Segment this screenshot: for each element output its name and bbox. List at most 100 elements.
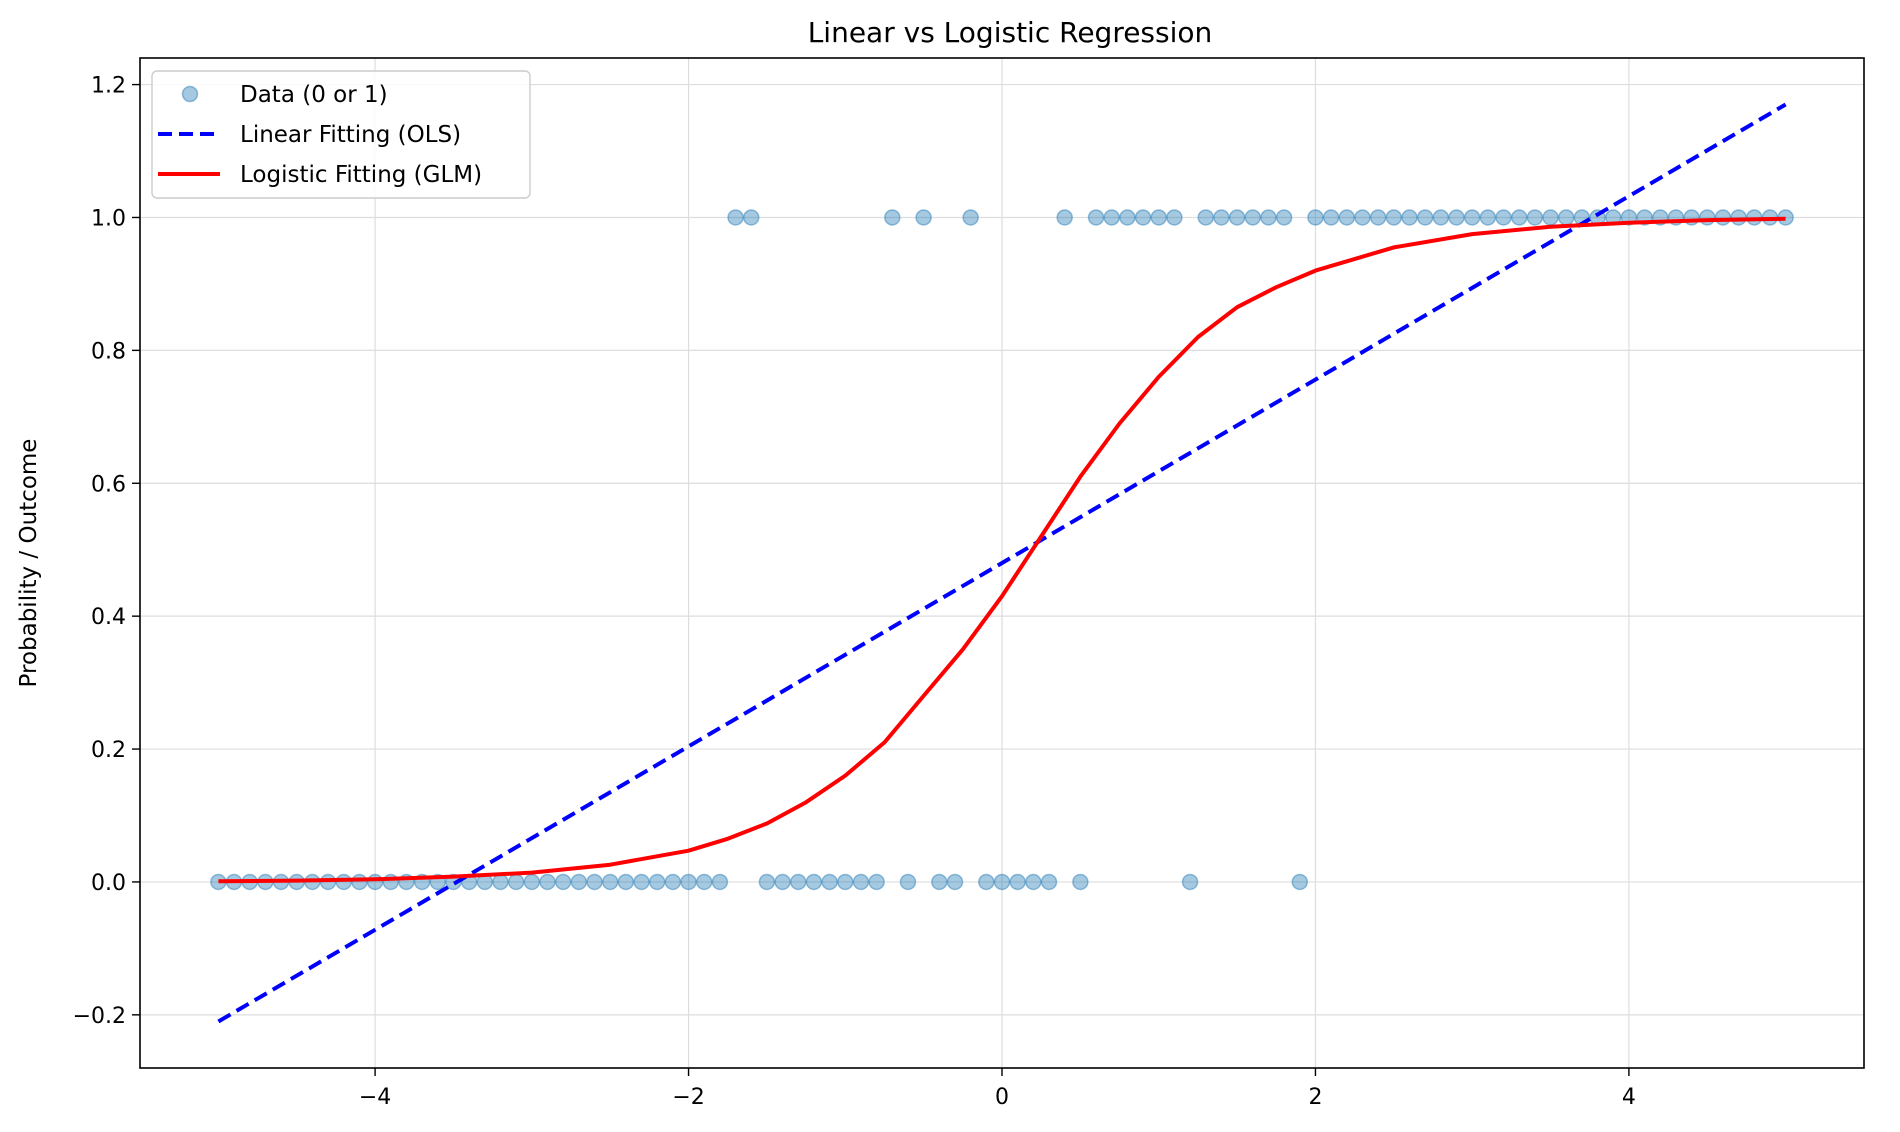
data-point — [570, 873, 588, 891]
data-point — [1291, 873, 1309, 891]
data-point — [978, 873, 995, 891]
data-point — [492, 873, 509, 891]
data-point — [366, 873, 384, 891]
data-point — [821, 873, 838, 891]
data-point — [1260, 209, 1277, 226]
data-point — [1119, 209, 1136, 226]
data-point — [1416, 209, 1434, 226]
y-tick-label: 1.0 — [91, 206, 126, 231]
y-axis-label: Probability / Outcome — [16, 439, 42, 688]
data-point — [1150, 209, 1167, 226]
data-point — [351, 873, 368, 891]
data-point — [1557, 209, 1575, 226]
data-point — [1385, 209, 1403, 226]
data-point — [1369, 209, 1387, 226]
data-point — [1087, 209, 1105, 226]
legend-label: Data (0 or 1) — [240, 82, 388, 108]
data-point — [1401, 209, 1418, 226]
data-point — [1510, 209, 1528, 226]
data-point — [1009, 873, 1026, 891]
data-point — [680, 873, 697, 891]
linear-fit-line — [217, 102, 1787, 1024]
data-point — [1134, 209, 1152, 226]
data-point — [1526, 209, 1544, 226]
data-point — [837, 873, 854, 891]
data-point — [539, 873, 556, 891]
y-tick-label: 0.6 — [91, 472, 126, 497]
legend: Data (0 or 1) Linear Fitting (OLS) Logisti… — [151, 70, 531, 199]
y-tick-label: 1.2 — [91, 74, 126, 99]
data-point — [1275, 209, 1293, 226]
data-point — [1432, 209, 1450, 226]
x-tick-label: 2 — [1308, 1085, 1322, 1110]
data-point — [742, 209, 760, 226]
x-tick-label: −2 — [672, 1085, 704, 1110]
y-tick-label: 0.2 — [91, 738, 126, 763]
data-point — [1338, 209, 1356, 226]
data-point — [1354, 209, 1371, 226]
data-point — [1181, 873, 1199, 891]
y-tick-label: 0.0 — [91, 871, 126, 896]
legend-box — [151, 70, 531, 199]
data-point — [664, 873, 682, 891]
data-point — [1197, 209, 1214, 226]
data-point — [884, 209, 901, 226]
data-point — [1714, 209, 1732, 226]
y-tick-label: −0.2 — [73, 1004, 126, 1029]
data-point — [507, 873, 525, 891]
data-point — [790, 873, 807, 891]
chart-title: Linear vs Logistic Regression — [808, 16, 1213, 49]
data-point — [1479, 209, 1497, 226]
data-point — [1103, 209, 1120, 226]
logistic-fit-curve — [218, 216, 1786, 884]
data-point — [1307, 209, 1324, 226]
data-point — [711, 873, 729, 891]
data-point — [946, 873, 964, 891]
legend-marker-data — [181, 85, 199, 103]
data-point — [868, 873, 885, 891]
data-point — [335, 873, 352, 891]
data-point — [1542, 209, 1559, 226]
data-point — [1072, 873, 1089, 891]
data-point — [1322, 209, 1340, 226]
x-tick-label: 0 — [995, 1085, 1009, 1110]
y-tick-label: 0.8 — [91, 339, 126, 364]
plot-content — [210, 102, 1794, 1024]
data-point — [1166, 209, 1183, 226]
data-point — [727, 209, 744, 226]
data-point — [586, 873, 603, 891]
data-point — [554, 873, 572, 891]
data-point — [774, 873, 791, 891]
data-point — [805, 873, 823, 891]
data-point — [523, 873, 541, 891]
data-point — [633, 873, 650, 891]
data-point — [695, 873, 713, 891]
data-point — [1244, 209, 1262, 226]
data-point — [1730, 209, 1747, 226]
data-point — [617, 873, 635, 891]
data-point — [1448, 209, 1465, 226]
data-point — [648, 873, 666, 891]
data-point — [1699, 209, 1716, 226]
y-axis: −0.2 0.0 0.2 0.4 0.6 0.8 1.0 1.2 — [73, 74, 140, 1029]
data-point — [1040, 873, 1058, 891]
data-point — [852, 873, 870, 891]
data-point — [1463, 209, 1481, 226]
x-tick-label: 4 — [1622, 1085, 1636, 1110]
data-point — [931, 873, 948, 891]
y-tick-label: 0.4 — [91, 605, 126, 630]
x-tick-label: −4 — [359, 1085, 391, 1110]
data-point — [1228, 209, 1246, 226]
data-point — [915, 209, 932, 226]
data-point — [1495, 209, 1512, 226]
data-point — [899, 873, 917, 891]
legend-label: Linear Fitting (OLS) — [240, 122, 461, 148]
data-point — [993, 873, 1011, 891]
data-point — [601, 873, 619, 891]
legend-label: Logistic Fitting (GLM) — [240, 162, 482, 188]
x-axis: −4 −2 0 2 4 — [359, 1068, 1636, 1110]
data-point — [758, 873, 776, 891]
data-point — [1025, 873, 1042, 891]
data-point — [1056, 209, 1073, 226]
data-point — [1213, 209, 1230, 226]
